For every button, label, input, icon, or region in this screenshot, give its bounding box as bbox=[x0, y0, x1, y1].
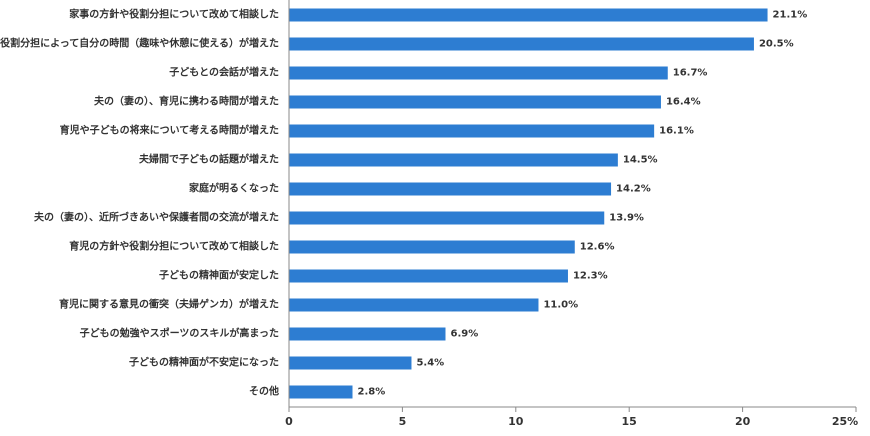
category-label: 育児や子どもの将来について考える時間が増えた bbox=[60, 124, 279, 137]
bar bbox=[289, 269, 568, 283]
value-label: 20.5% bbox=[759, 39, 794, 50]
x-tick-label: 10 bbox=[508, 415, 524, 428]
bar bbox=[289, 8, 768, 22]
x-tick-label: 0 bbox=[285, 415, 293, 428]
bar bbox=[289, 240, 575, 254]
bar bbox=[289, 66, 668, 80]
category-label: 夫婦間で子どもの話題が増えた bbox=[138, 153, 279, 166]
category-label: 夫の（妻の）、近所づきあいや保護者間の交流が増えた bbox=[33, 211, 279, 224]
bars-group bbox=[289, 8, 768, 399]
x-tick-label: 25% bbox=[832, 415, 858, 428]
bar bbox=[289, 153, 618, 167]
category-label: 役割分担によって自分の時間（趣味や休憩に使える）が増えた bbox=[0, 37, 279, 50]
value-label: 14.2% bbox=[616, 184, 651, 195]
category-label: 夫の（妻の）、育児に携わる時間が増えた bbox=[93, 95, 279, 108]
category-label: その他 bbox=[249, 385, 279, 398]
category-label: 子どもの精神面が不安定になった bbox=[129, 356, 279, 369]
value-label: 16.1% bbox=[659, 126, 694, 137]
value-label: 14.5% bbox=[623, 155, 658, 166]
value-labels-group: 21.1% 20.5% 16.7% 16.4% 16.1% 14.5% 14.2% 13.9%… bbox=[358, 10, 808, 398]
bar bbox=[289, 124, 655, 138]
value-label: 12.3% bbox=[573, 271, 608, 282]
bar bbox=[289, 37, 754, 51]
value-label: 2.8% bbox=[358, 387, 386, 398]
x-tick-label: 20 bbox=[735, 415, 751, 428]
bar bbox=[289, 211, 605, 225]
x-ticks-group: 0 5 10 15 20 25% bbox=[285, 407, 858, 428]
category-label: 育児に関する意見の衝突（夫婦ゲンカ）が増えた bbox=[59, 298, 279, 311]
value-label: 6.9% bbox=[450, 329, 478, 340]
value-label: 16.4% bbox=[666, 97, 701, 108]
category-label: 家庭が明るくなった bbox=[189, 182, 279, 195]
category-label: 家事の方針や役割分担について改めて相談した bbox=[69, 8, 279, 21]
x-tick-label: 15 bbox=[622, 415, 637, 428]
value-label: 16.7% bbox=[673, 68, 708, 79]
bar bbox=[289, 182, 612, 196]
category-label: 子どもの勉強やスポーツのスキルが高まった bbox=[80, 327, 279, 340]
value-label: 11.0% bbox=[543, 300, 578, 311]
bar bbox=[289, 298, 539, 312]
bar bbox=[289, 95, 661, 109]
value-label: 13.9% bbox=[609, 213, 644, 224]
category-label: 子どもとの会話が増えた bbox=[169, 66, 279, 79]
value-label: 12.6% bbox=[580, 242, 615, 253]
category-labels-group: 家事の方針や役割分担について改めて相談した役割分担によって自分の時間（趣味や休憩… bbox=[0, 8, 279, 398]
category-label: 子どもの精神面が安定した bbox=[159, 269, 279, 282]
value-label: 5.4% bbox=[416, 358, 444, 369]
category-label: 育児の方針や役割分担について改めて相談した bbox=[69, 240, 279, 253]
bar bbox=[289, 385, 353, 399]
bar bbox=[289, 327, 446, 341]
x-tick-label: 5 bbox=[399, 415, 407, 428]
value-label: 21.1% bbox=[773, 10, 808, 21]
bar bbox=[289, 356, 412, 370]
